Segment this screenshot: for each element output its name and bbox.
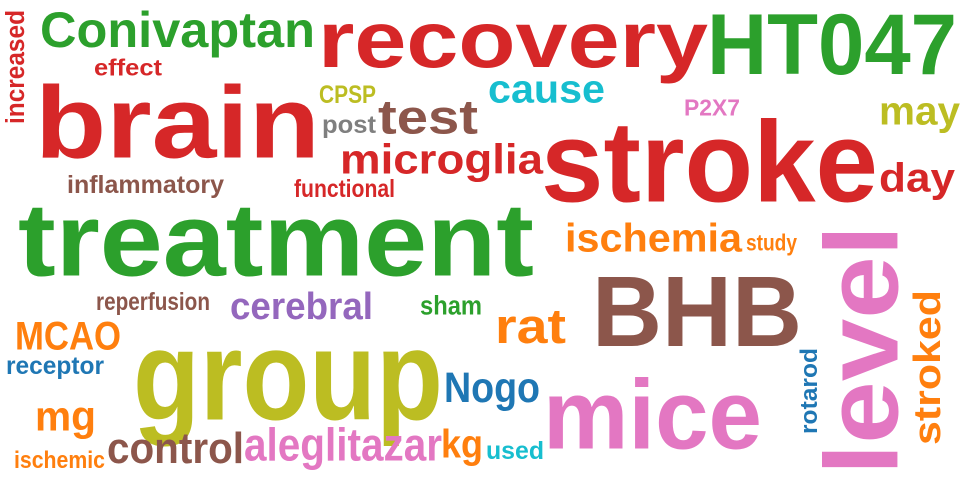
word-aleglitazar: aleglitazar (244, 419, 442, 471)
word-group: group (133, 304, 443, 448)
word-day: day (879, 154, 955, 201)
word-cerebral: cerebral (230, 284, 373, 328)
word-recovery: recovery (318, 0, 708, 85)
word-increased: increased (0, 9, 30, 124)
word-sham: sham (420, 290, 482, 321)
word-cause: cause (488, 66, 605, 112)
word-brain: brain (35, 65, 320, 181)
word-ischemic: ischemic (14, 446, 105, 474)
word-post: post (322, 110, 376, 139)
word-functional: functional (294, 174, 395, 203)
word-ht047: HT047 (707, 0, 957, 94)
word-p2x7: P2X7 (684, 94, 740, 121)
word-test: test (378, 90, 478, 144)
word-used: used (486, 436, 544, 465)
word-nogo: Nogo (444, 363, 540, 412)
word-stroke: stroke (541, 98, 878, 227)
word-kg: kg (441, 421, 483, 467)
word-mcao: MCAO (15, 313, 122, 359)
word-rat: rat (495, 299, 566, 354)
word-cpsp: CPSP (319, 80, 376, 109)
word-bhb: BHB (592, 256, 802, 368)
word-mice: mice (543, 360, 762, 470)
word-rotarod: rotarod (795, 348, 823, 434)
word-receptor: receptor (6, 351, 104, 380)
word-mg: mg (35, 392, 96, 440)
word-may: may (879, 88, 960, 134)
word-study: study (746, 229, 797, 256)
word-treatment: treatment (18, 181, 534, 299)
word-effect: effect (94, 54, 162, 81)
word-inflammatory: inflammatory (67, 170, 224, 199)
word-ischemia: ischemia (565, 215, 742, 261)
word-control: control (107, 423, 244, 473)
word-stroked: stroked (905, 290, 949, 445)
word-microglia: microglia (340, 135, 543, 183)
word-reperfusion: reperfusion (96, 287, 210, 316)
word-level: level (803, 225, 921, 475)
word-conivaptan: Conivaptan (40, 2, 315, 58)
